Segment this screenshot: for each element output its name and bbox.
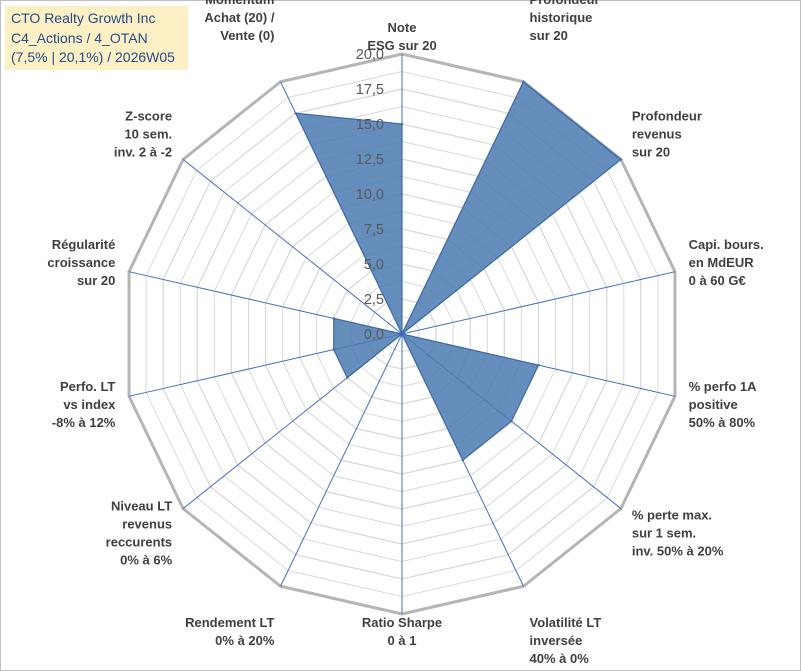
axis-label-line: Vente (0) (220, 28, 274, 43)
axis-label-line: Rendement LT (185, 615, 274, 630)
axis-label-line: -8% à 12% (52, 415, 116, 430)
axis-label-line: 0 à 60 G€ (689, 273, 746, 288)
axis-label-line: Capi. bours. (689, 237, 764, 252)
axis-label-line: revenus (122, 517, 172, 532)
axis-label: Perfo. LT vs index -8% à 12% (52, 379, 116, 430)
tick-label: 2,5 (364, 292, 384, 308)
axis-label: Z-score 10 sem. inv. 2 à -2 (114, 108, 172, 159)
axis-label-line: ESG sur 20 (367, 38, 436, 53)
data-point (619, 158, 623, 161)
axis-spoke (280, 333, 403, 587)
axis-label-line: Momentum (205, 0, 274, 7)
tick-label: 0,0 (364, 327, 384, 343)
axis-label-line: Perfo. LT (60, 379, 115, 394)
axis-label-line: positive (689, 397, 738, 412)
axis-label-line: 10 sem. (124, 126, 172, 141)
tick-label: 5,0 (364, 257, 384, 273)
chart-title-category: C4_Actions / 4_OTAN (11, 29, 148, 46)
chart-title-period: (7,5% | 20,1%) / 2026W05 (11, 49, 175, 65)
axis-label-line: sur 1 sem. (632, 526, 696, 541)
data-point (294, 112, 297, 115)
axis-label-line: % perfo 1A (689, 379, 758, 394)
axis-label-line: sur 20 (530, 28, 568, 43)
axis-label-line: Profondeur (632, 108, 702, 123)
axis-label-line: 0% à 6% (120, 553, 172, 568)
axis-label-line: revenus (632, 126, 682, 141)
axis-label-line: Profondeur (530, 0, 600, 7)
axis-label-line: Note (388, 20, 417, 35)
axis-label-line: en MdEUR (689, 255, 755, 270)
data-point (537, 363, 540, 367)
tick-label: 20,0 (356, 47, 384, 63)
axis-label-line: Niveau LT (111, 499, 172, 514)
data-point (510, 420, 513, 423)
axis-label: Profondeur historique sur 20 (530, 0, 600, 43)
axis-label-line: 40% à 0% (530, 651, 590, 666)
tick-label: 17,5 (356, 82, 384, 98)
data-point (461, 458, 464, 462)
axis-label: % perfo 1A positive 50% à 80% (689, 379, 758, 430)
data-point (400, 122, 404, 126)
data-point (346, 376, 349, 379)
axis-label: Ratio Sharpe 0 à 1 (362, 615, 442, 648)
axis-label-line: inv. 2 à -2 (114, 144, 172, 159)
series-layer (294, 80, 623, 462)
tick-label: 7,5 (364, 222, 384, 238)
axis-label-line: Volatilité LT (530, 615, 602, 630)
axis-label-line: historique (530, 10, 593, 25)
tick-label: 12,5 (356, 152, 384, 168)
axis-label-line: Achat (20) / (204, 10, 274, 25)
tick-label: 10,0 (356, 187, 384, 203)
tick-label: 15,0 (356, 117, 384, 133)
data-point (332, 348, 335, 351)
axis-label-line: 0 à 1 (388, 633, 417, 648)
axis-label-line: Régularité (52, 237, 116, 252)
axis-label-layer: Note ESG sur 20 Profondeur historique sur 20… (47, 0, 763, 666)
axis-label: Niveau LT revenus reccurents 0% à 6% (106, 499, 173, 568)
axis-label-line: sur 20 (632, 144, 670, 159)
axis-label: Volatilité LT inversée 40% à 0% (530, 615, 602, 666)
axis-label-line: vs index (63, 397, 116, 412)
axis-label: Rendement LT 0% à 20% (185, 615, 275, 648)
axis-label-line: reccurents (106, 535, 172, 550)
axis-label-line: inversée (530, 633, 583, 648)
data-point (522, 80, 525, 83)
axis-label: % perte max. sur 1 sem. inv. 50% à 20% (632, 508, 724, 559)
axis-label: Note ESG sur 20 (367, 20, 436, 53)
chart-title-company: CTO Realty Growth Inc (11, 10, 156, 26)
axis-label-line: 50% à 80% (689, 415, 756, 430)
axis-label: Régularité croissance sur 20 (47, 237, 115, 288)
axis-label-line: croissance (47, 255, 115, 270)
tick-label-layer: 0,0 2,5 5,0 7,5 10,0 12,5 15,0 17,5 20,0 (356, 47, 384, 343)
axis-label: Capi. bours. en MdEUR 0 à 60 G€ (689, 237, 764, 288)
axis-label-line: inv. 50% à 20% (632, 544, 724, 559)
axis-label-line: Z-score (125, 108, 172, 123)
axis-label-line: Ratio Sharpe (362, 615, 442, 630)
chart-title-box: CTO Realty Growth Inc C4_Actions / 4_OTA… (5, 6, 188, 70)
axis-spoke (182, 159, 403, 335)
axis-label-line: % perte max. (632, 508, 712, 523)
data-point (332, 317, 335, 320)
data-point (400, 332, 404, 336)
axis-label-line: 0% à 20% (215, 633, 275, 648)
axis-label-line: sur 20 (77, 273, 115, 288)
axis-label: Profondeur revenus sur 20 (632, 108, 702, 159)
axis-label: Momentum Achat (20) / Vente (0) (204, 0, 274, 43)
axis-spoke (401, 271, 676, 335)
